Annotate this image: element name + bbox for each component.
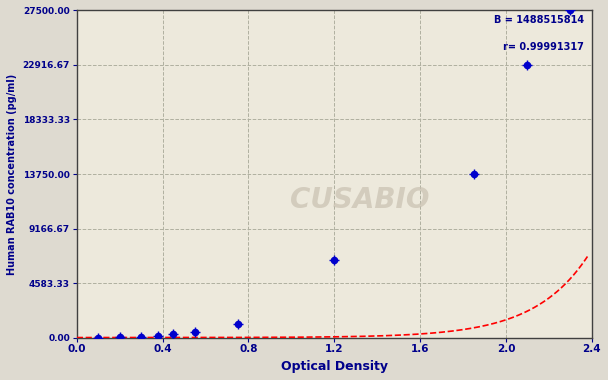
Point xyxy=(565,7,575,13)
Point xyxy=(233,321,243,328)
Text: CUSABIO: CUSABIO xyxy=(290,186,430,214)
Point xyxy=(522,62,532,68)
Y-axis label: Human RAB10 concentration (pg/ml): Human RAB10 concentration (pg/ml) xyxy=(7,73,17,275)
Point xyxy=(190,329,199,335)
Point xyxy=(153,332,163,339)
Point xyxy=(469,171,478,177)
Point xyxy=(469,171,478,177)
Point xyxy=(190,329,199,335)
Point xyxy=(168,331,178,337)
Point xyxy=(565,7,575,13)
Point xyxy=(330,257,339,263)
X-axis label: Optical Density: Optical Density xyxy=(281,360,388,373)
Point xyxy=(168,331,178,337)
Point xyxy=(153,332,163,339)
Text: r= 0.99991317: r= 0.99991317 xyxy=(503,42,584,52)
Point xyxy=(115,334,125,340)
Point xyxy=(522,62,532,68)
Point xyxy=(94,334,103,340)
Point xyxy=(136,334,146,340)
Point xyxy=(115,334,125,340)
Point xyxy=(233,321,243,328)
Text: B = 1488515814: B = 1488515814 xyxy=(494,15,584,25)
Point xyxy=(136,334,146,340)
Point xyxy=(330,257,339,263)
Point xyxy=(94,334,103,340)
